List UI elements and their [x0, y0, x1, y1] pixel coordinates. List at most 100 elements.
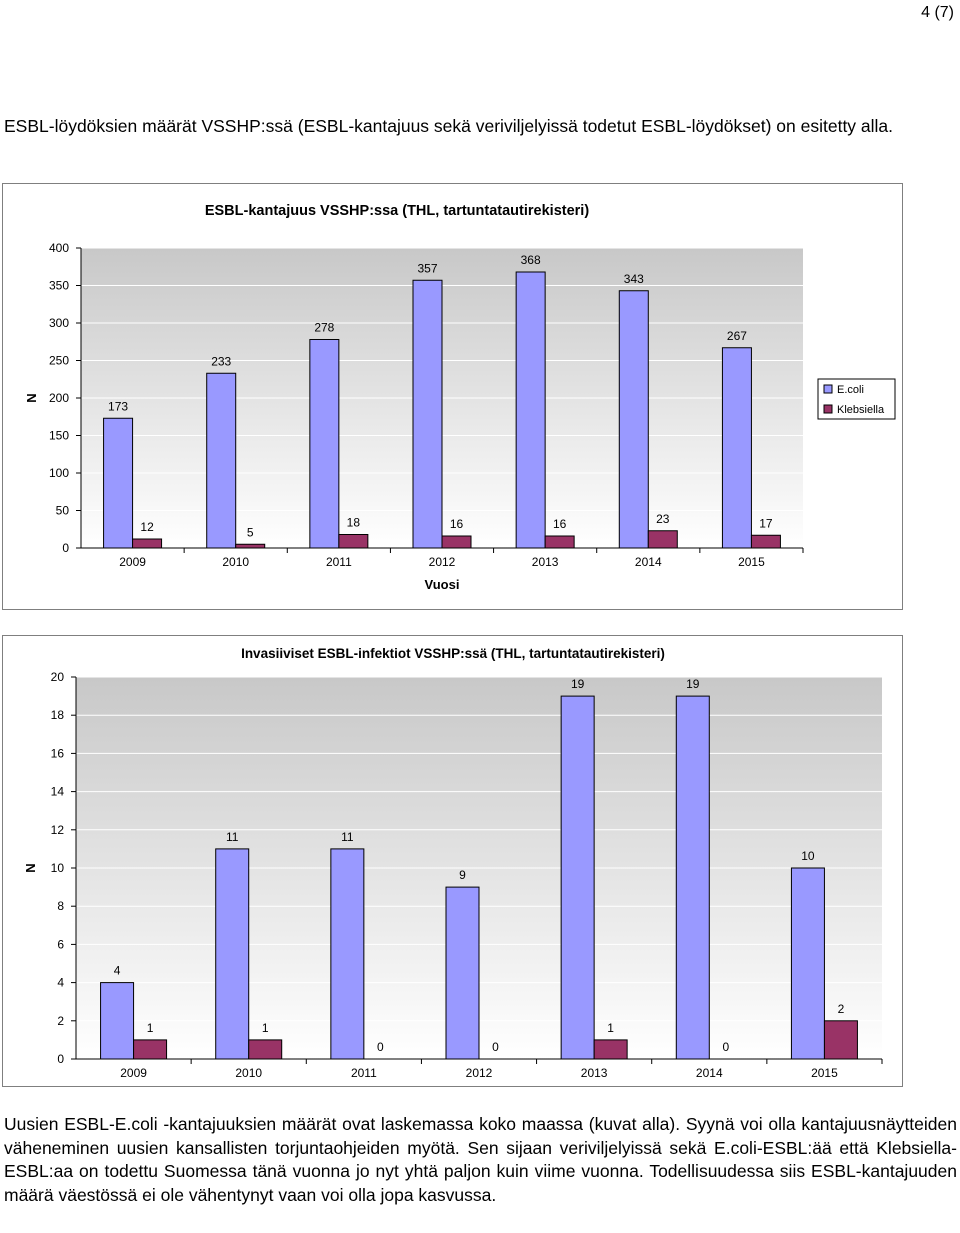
data-label: 5: [247, 525, 254, 539]
x-tick-label: 2013: [532, 555, 559, 569]
data-label: 16: [450, 517, 464, 531]
data-label: 11: [226, 830, 239, 844]
data-label: 343: [624, 272, 644, 286]
data-label: 9: [459, 868, 466, 882]
y-axis-label: N: [23, 863, 38, 872]
x-tick-label: 2009: [120, 1066, 147, 1080]
bar-ecoli: [675, 695, 710, 1060]
y-tick-label: 250: [49, 354, 69, 368]
bar-klebsiella: [441, 535, 472, 549]
y-tick-label: 50: [56, 504, 70, 518]
data-label: 10: [801, 849, 815, 863]
legend-swatch: [823, 404, 833, 414]
y-tick-label: 18: [51, 708, 65, 722]
data-label: 233: [211, 354, 231, 368]
bar-klebsiella: [338, 534, 369, 549]
data-label: 1: [147, 1021, 154, 1035]
data-label: 4: [114, 964, 121, 978]
data-label: 267: [727, 329, 747, 343]
y-tick-label: 16: [51, 746, 65, 760]
data-label: 278: [314, 321, 334, 335]
y-tick-label: 4: [57, 976, 64, 990]
x-tick-label: 2014: [696, 1066, 723, 1080]
bar-klebsiella: [235, 543, 266, 549]
bar-ecoli: [721, 347, 752, 549]
bar-klebsiella: [544, 535, 575, 549]
legend-swatch: [823, 384, 833, 394]
bar-ecoli: [330, 848, 365, 1060]
invasive-infections-chart-svg: Invasiiviset ESBL-infektiot VSSHP:ssä (T…: [23, 646, 883, 1080]
bar-ecoli: [206, 372, 237, 549]
data-label: 0: [377, 1040, 384, 1054]
intro-paragraph: ESBL-löydöksien määrät VSSHP:ssä (ESBL-k…: [4, 116, 894, 136]
data-label: 16: [553, 517, 567, 531]
y-tick-label: 2: [57, 1014, 64, 1028]
y-tick-label: 12: [51, 823, 65, 837]
y-axis-label: N: [24, 393, 39, 402]
bar-klebsiella: [750, 534, 781, 549]
bar-klebsiella: [593, 1039, 628, 1060]
y-tick-label: 0: [62, 541, 69, 555]
chart-title: Invasiiviset ESBL-infektiot VSSHP:ssä (T…: [241, 646, 665, 661]
esbl-carriage-chart: ESBL-kantajuus VSSHP:ssa (THL, tartuntat…: [2, 183, 903, 610]
y-tick-label: 100: [49, 466, 69, 480]
x-tick-label: 2014: [635, 555, 662, 569]
data-label: 1: [607, 1021, 614, 1035]
bar-ecoli: [560, 695, 595, 1060]
chart-title: ESBL-kantajuus VSSHP:ssa (THL, tartuntat…: [205, 203, 589, 219]
data-label: 2: [838, 1002, 845, 1016]
bar-ecoli: [103, 417, 134, 549]
bar-ecoli: [215, 848, 250, 1060]
data-label: 1: [262, 1021, 269, 1035]
x-axis-label: Vuosi: [425, 577, 460, 592]
body-paragraph: Uusien ESBL-E.coli -kantajuuksien määrät…: [4, 1114, 957, 1205]
y-tick-label: 6: [57, 937, 64, 951]
x-tick-label: 2013: [581, 1066, 608, 1080]
data-label: 368: [521, 253, 541, 267]
x-tick-label: 2009: [119, 555, 146, 569]
bar-klebsiella: [248, 1039, 283, 1060]
y-tick-label: 150: [49, 429, 69, 443]
y-tick-label: 200: [49, 391, 69, 405]
data-label: 19: [571, 677, 585, 691]
x-tick-label: 2012: [466, 1066, 493, 1080]
x-tick-label: 2010: [235, 1066, 262, 1080]
legend-label: E.coli: [837, 384, 864, 396]
x-tick-label: 2011: [351, 1066, 377, 1080]
data-label: 0: [722, 1040, 729, 1054]
y-tick-label: 14: [51, 785, 65, 799]
data-label: 173: [108, 399, 128, 413]
data-label: 12: [140, 520, 154, 534]
y-tick-label: 350: [49, 279, 69, 293]
bar-klebsiella: [133, 1039, 168, 1060]
x-tick-label: 2010: [222, 555, 249, 569]
bar-ecoli: [100, 982, 135, 1060]
bar-ecoli: [618, 290, 649, 549]
bar-ecoli: [790, 867, 825, 1060]
bar-klebsiella: [823, 1020, 858, 1060]
page-number: 4 (7): [921, 4, 954, 21]
data-label: 0: [492, 1040, 499, 1054]
x-tick-label: 2015: [738, 555, 765, 569]
legend-label: Klebsiella: [837, 404, 885, 416]
bar-klebsiella: [132, 538, 163, 549]
y-tick-label: 300: [49, 316, 69, 330]
esbl-carriage-chart-svg: ESBL-kantajuus VSSHP:ssa (THL, tartuntat…: [24, 203, 896, 592]
y-tick-label: 400: [49, 241, 69, 255]
bar-ecoli: [515, 271, 546, 549]
y-tick-label: 10: [51, 861, 65, 875]
bar-ecoli: [412, 279, 443, 549]
data-label: 19: [686, 677, 700, 691]
data-label: 357: [417, 261, 437, 275]
x-tick-label: 2011: [326, 555, 352, 569]
data-label: 18: [347, 516, 361, 530]
y-tick-label: 8: [57, 899, 64, 913]
y-tick-label: 0: [57, 1052, 64, 1066]
data-label: 17: [759, 516, 773, 530]
invasive-infections-chart: Invasiiviset ESBL-infektiot VSSHP:ssä (T…: [2, 635, 903, 1087]
bar-ecoli: [445, 886, 480, 1060]
y-tick-label: 20: [51, 670, 65, 684]
bar-klebsiella: [647, 530, 678, 549]
x-tick-label: 2015: [811, 1066, 838, 1080]
bar-ecoli: [309, 339, 340, 549]
